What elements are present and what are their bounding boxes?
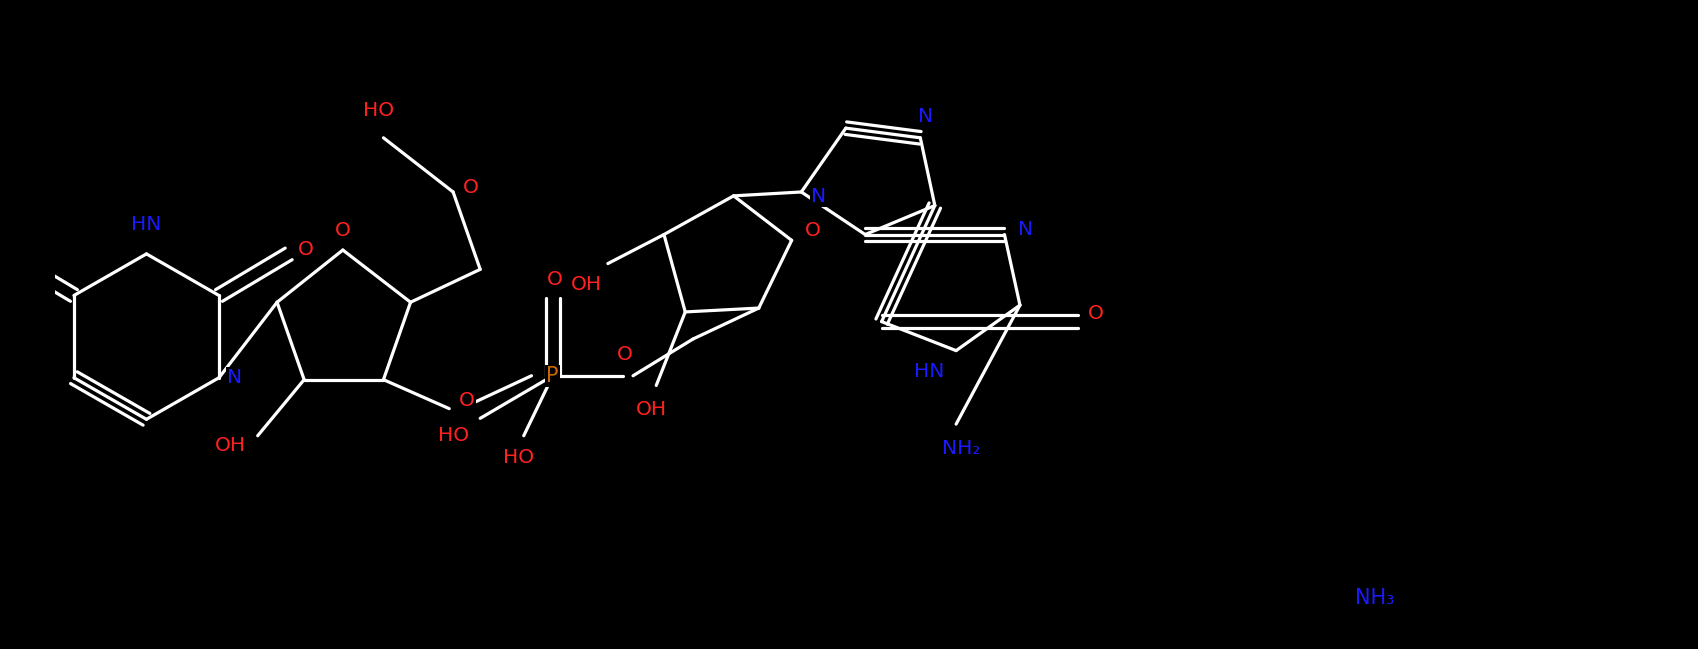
Text: HO: HO — [363, 101, 394, 120]
Text: NH₃: NH₃ — [1355, 588, 1394, 608]
Text: HO: HO — [503, 448, 535, 467]
Text: N: N — [917, 107, 932, 126]
Text: O: O — [616, 345, 633, 364]
Text: OH: OH — [635, 400, 667, 419]
Text: O: O — [1087, 304, 1102, 323]
Text: O: O — [297, 239, 314, 258]
Text: NH₂: NH₂ — [941, 439, 980, 458]
Text: O: O — [805, 221, 820, 240]
Text: HN: HN — [131, 215, 161, 234]
Text: O: O — [458, 391, 474, 410]
Text: HO: HO — [438, 426, 469, 445]
Text: OH: OH — [571, 275, 601, 295]
Text: N: N — [1017, 220, 1032, 239]
Text: N: N — [228, 368, 241, 387]
Text: O: O — [335, 221, 350, 240]
Text: OH: OH — [216, 436, 246, 455]
Text: N: N — [810, 188, 825, 206]
Text: O: O — [547, 269, 562, 289]
Text: O: O — [462, 178, 479, 197]
Text: HN: HN — [914, 362, 944, 382]
Text: P: P — [547, 366, 559, 386]
